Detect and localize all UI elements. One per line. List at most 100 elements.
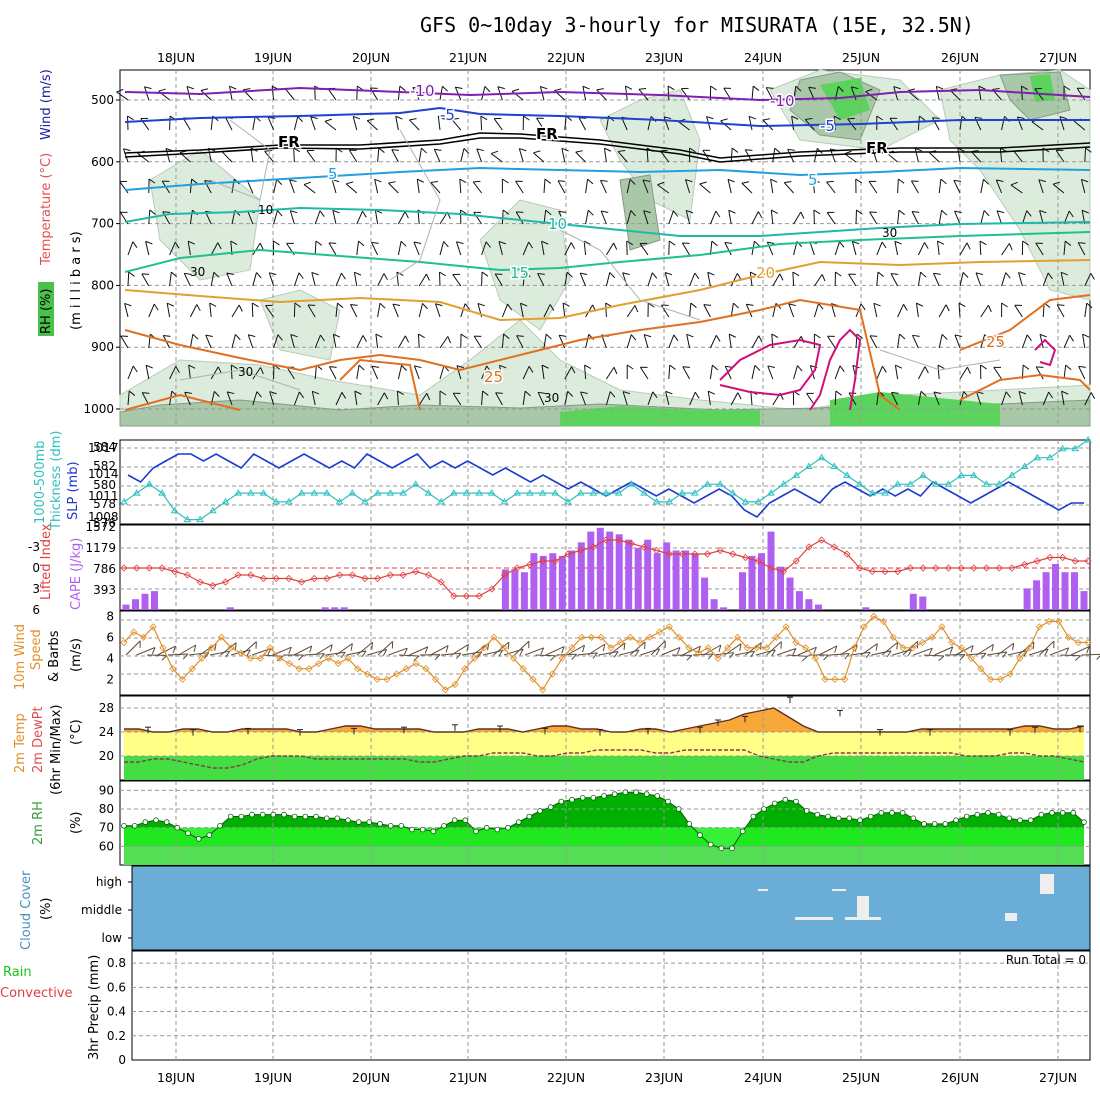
- barb-staff: [1076, 87, 1086, 101]
- barb-staff: [766, 241, 774, 256]
- barb-staff: [371, 366, 379, 380]
- wind-barb: [536, 117, 545, 131]
- wind-barb: [375, 333, 383, 349]
- surface-barb-43: [577, 652, 598, 659]
- wind-barb: [473, 211, 483, 225]
- wind-barb: [766, 241, 775, 256]
- barb-flag: [188, 240, 195, 245]
- li-tick--3: -3: [28, 540, 40, 554]
- barb-flag: [1038, 179, 1046, 183]
- contour-label-0: -10: [410, 82, 435, 100]
- surface-barb-25: [388, 647, 408, 656]
- wind-barb: [1039, 333, 1047, 349]
- wind-barb: [787, 148, 795, 163]
- surface-barb-47: [619, 649, 640, 657]
- barb-flag: [1074, 655, 1081, 661]
- wind-barb: [876, 365, 887, 380]
- surface-barb-0: [125, 640, 141, 656]
- wind-barb: [833, 115, 841, 131]
- wind-barb: [793, 85, 802, 101]
- barb-flag: [341, 272, 346, 280]
- wind-barb: [289, 210, 298, 225]
- li-tick-0: 0: [32, 561, 40, 575]
- surface-barb-31: [451, 643, 469, 656]
- barb-staff: [1063, 365, 1067, 380]
- wind-barb: [520, 302, 528, 318]
- wind-barb: [480, 115, 488, 131]
- barb-flag: [860, 303, 866, 311]
- rh-point-46: [611, 791, 618, 797]
- wind-point-37: [480, 644, 488, 652]
- barb-staff: [178, 644, 197, 656]
- barb-flag: [182, 653, 189, 660]
- barb-flag: [571, 366, 576, 374]
- wind-barb: [184, 391, 192, 406]
- cape-bar-78: [862, 607, 870, 610]
- thickness-point-22: [399, 489, 407, 496]
- wind-barb: [413, 241, 422, 256]
- barb-flag: [273, 240, 280, 246]
- barb-staff: [605, 272, 611, 287]
- rh-contour-0: [209, 119, 271, 201]
- thickness-point-63: [919, 471, 927, 478]
- li-point-73: [1046, 553, 1054, 562]
- barb-flag: [481, 271, 489, 277]
- barb-flag: [140, 117, 148, 120]
- wind-barb: [366, 118, 378, 131]
- surface-barb-83: [997, 642, 1015, 656]
- wind-point-20: [315, 659, 323, 668]
- barb-flag: [277, 210, 283, 217]
- barb-staff: [356, 365, 360, 380]
- barb-staff: [933, 391, 940, 406]
- wind-point-36: [470, 654, 479, 662]
- barb-flag: [397, 390, 404, 396]
- li-point-11: [259, 574, 268, 583]
- barb-staff: [585, 210, 589, 225]
- barb-staff: [145, 241, 150, 256]
- wind-barb: [395, 115, 403, 131]
- barb-flag: [889, 117, 898, 119]
- barb-staff: [303, 184, 316, 194]
- barb-flag: [609, 391, 616, 398]
- wind-barb: [911, 211, 920, 225]
- wind-barb: [844, 150, 857, 163]
- barb-staff: [377, 303, 381, 318]
- wind-point-52: [626, 633, 634, 641]
- rh-point-61: [771, 800, 778, 807]
- barb-flag: [661, 304, 669, 306]
- barb-flag: [729, 333, 736, 338]
- barb-flag: [933, 272, 941, 275]
- wind-barb: [680, 87, 691, 101]
- barb-flag: [172, 646, 176, 654]
- barb-staff: [772, 273, 781, 287]
- barb-flag: [699, 181, 707, 185]
- thickness-point-55: [817, 453, 826, 461]
- wind-barb: [307, 304, 316, 318]
- barb-flag: [561, 646, 565, 654]
- barb-flag: [1064, 240, 1072, 246]
- barb-flag: [584, 364, 592, 370]
- rh-point-14: [270, 811, 277, 818]
- barb-flag: [739, 643, 742, 651]
- barb-staff: [938, 179, 942, 194]
- barb-staff: [137, 152, 150, 163]
- bottom-date-26JUN: 26JUN: [941, 1070, 979, 1085]
- barb-flag: [813, 209, 821, 215]
- barb-staff: [396, 272, 399, 287]
- barb-flag: [162, 211, 171, 213]
- wind-barb: [417, 333, 425, 349]
- wind-point-81: [909, 644, 917, 652]
- wind-barb: [1063, 85, 1071, 100]
- barb-flag: [286, 242, 294, 244]
- li-point-8: [221, 578, 230, 586]
- cloud-tick-low: low: [102, 931, 123, 945]
- barb-staff: [327, 88, 337, 101]
- barb-flag: [868, 180, 877, 182]
- cape-bar-54: [634, 547, 642, 610]
- wind-barb: [1021, 334, 1032, 349]
- contour-label-3: -5: [820, 117, 835, 135]
- cape-bar-52: [615, 534, 623, 610]
- wind-point-67: [772, 633, 780, 641]
- surface-barb-88: [1049, 647, 1070, 656]
- surface-barb-44: [587, 643, 606, 656]
